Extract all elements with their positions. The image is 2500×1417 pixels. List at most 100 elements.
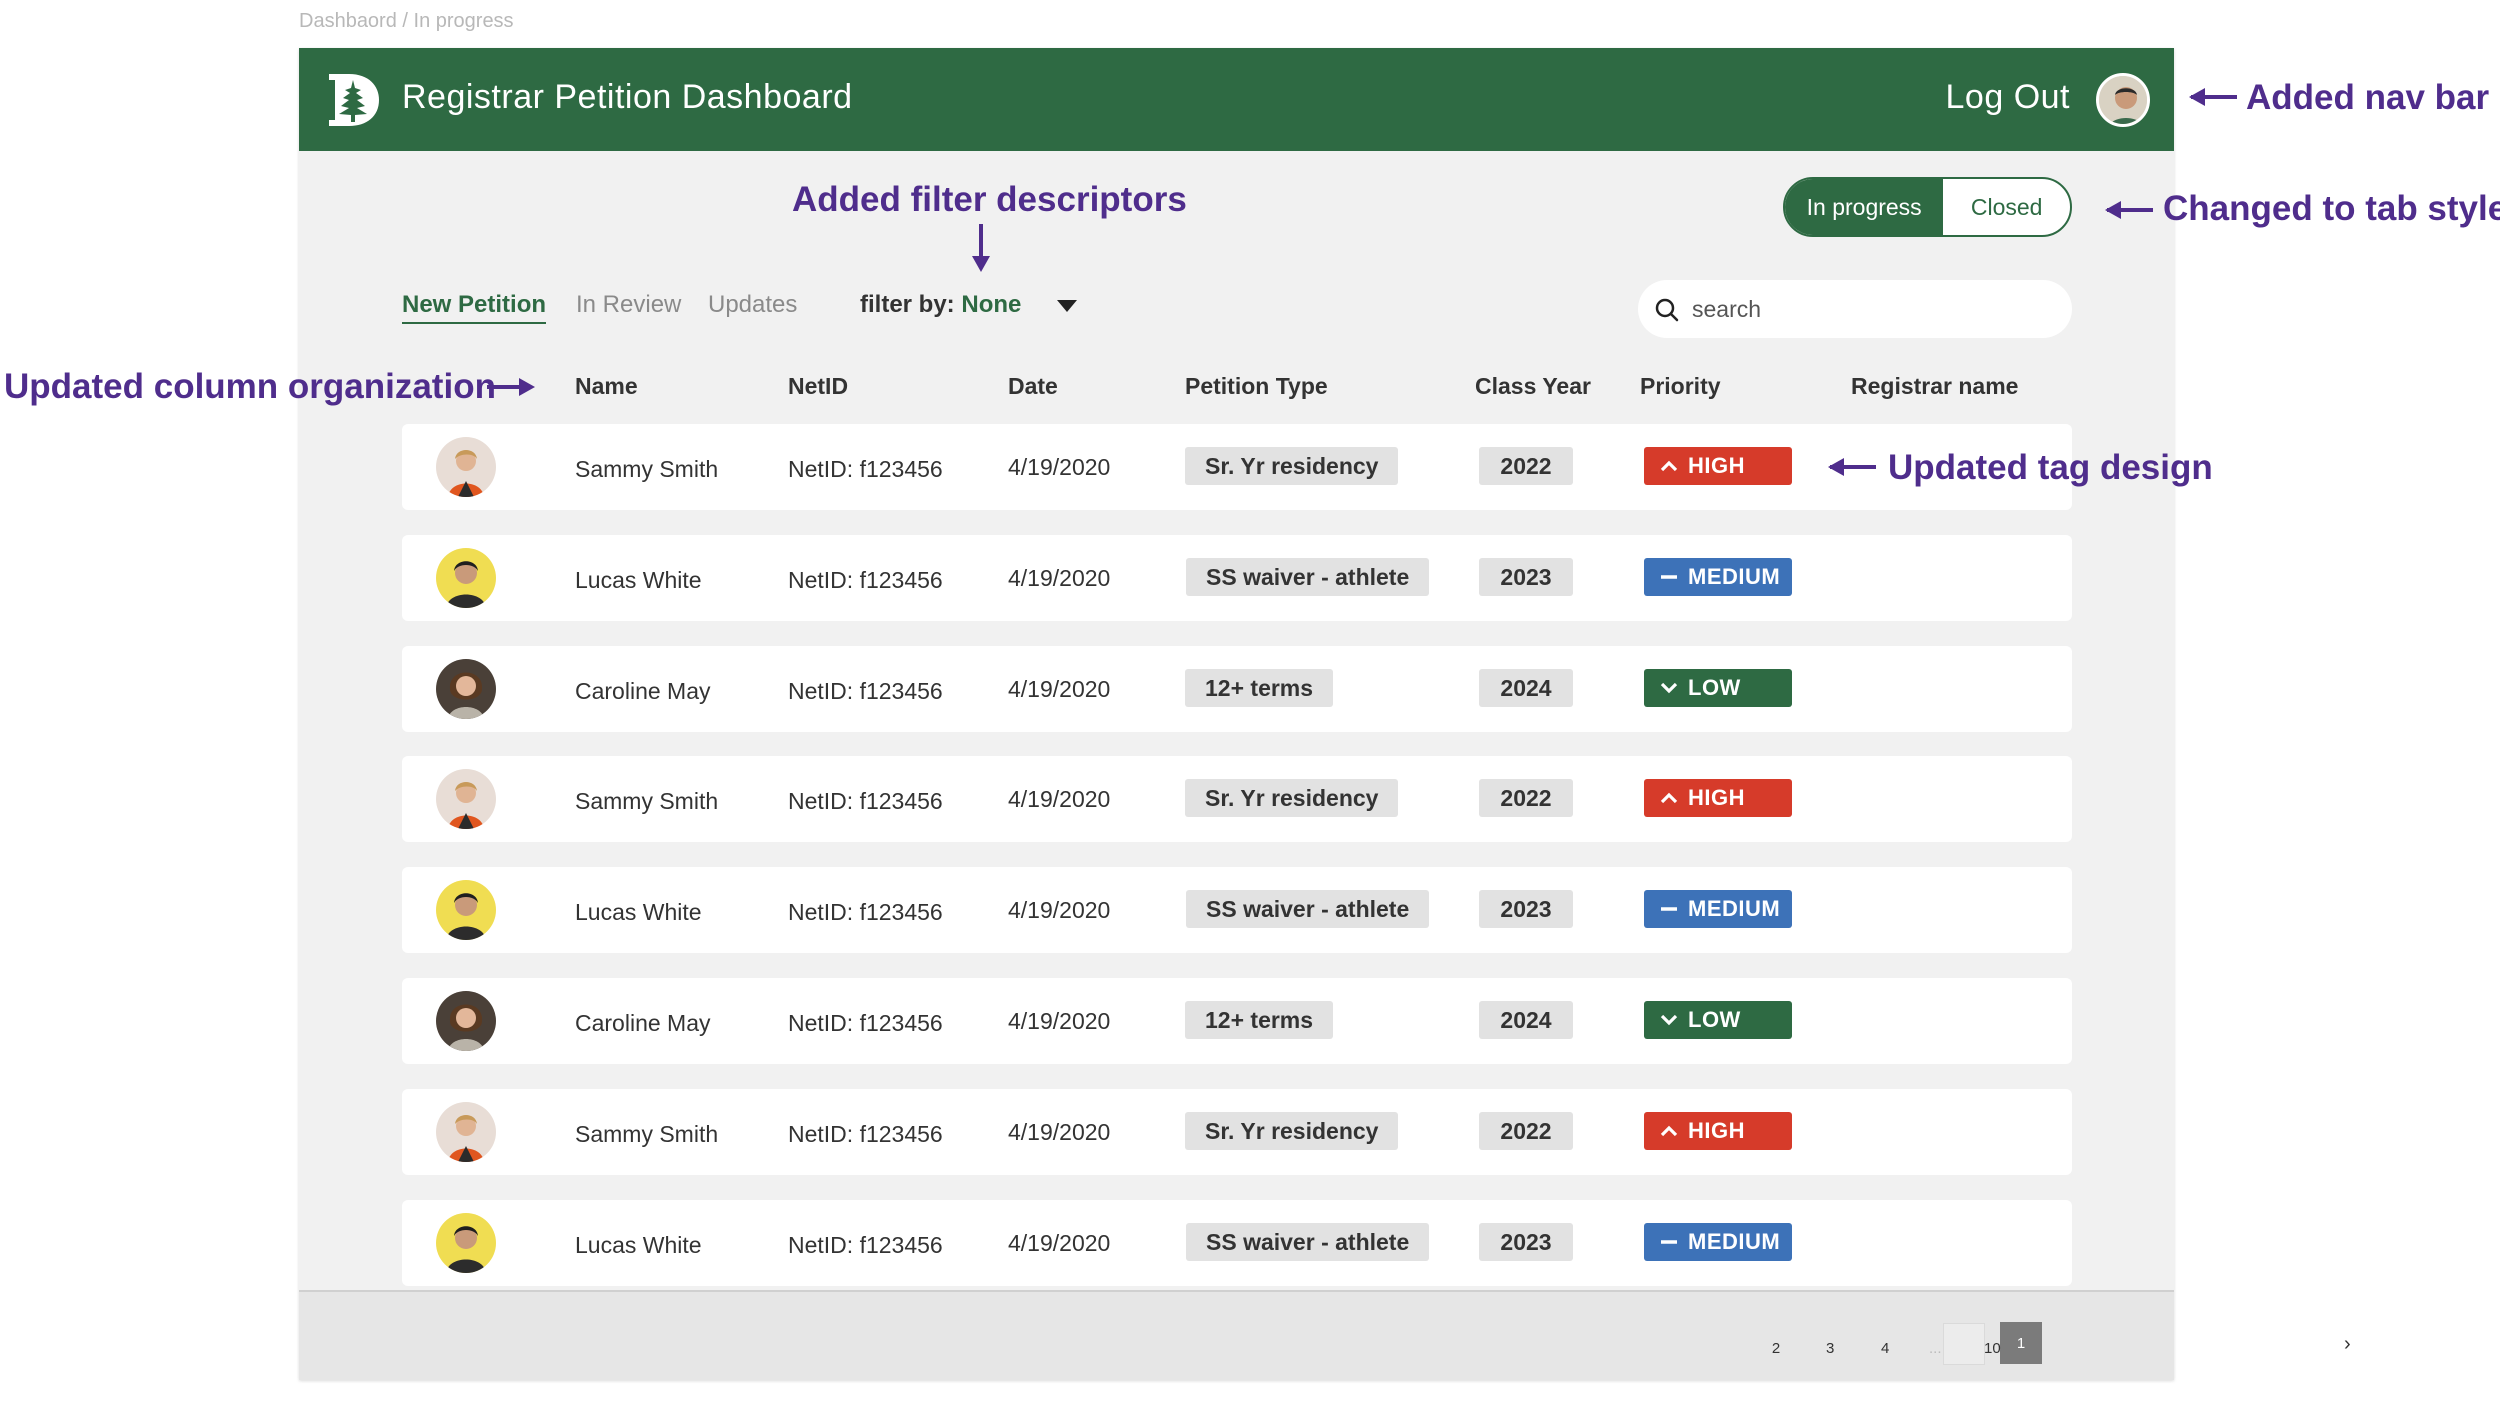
avatar [436,880,496,940]
table-row[interactable]: Sammy Smith NetID: f123456 4/19/2020 Sr.… [402,756,2072,842]
priority-label: LOW [1688,675,1741,700]
arrow-right-icon [487,378,535,396]
annotation-column-organization: Updated column organization [4,367,496,406]
chevron-up-icon [1660,1125,1678,1137]
dash-icon [1661,1240,1677,1244]
filter-dropdown[interactable]: filter by: None [860,291,1021,319]
table-row[interactable]: Lucas White NetID: f123456 4/19/2020 SS … [402,535,2072,621]
priority-label: HIGH [1688,1118,1745,1143]
class-year-tag: 2022 [1479,447,1573,485]
class-year-tag: 2024 [1479,1001,1573,1039]
column-header-petition-type[interactable]: Petition Type [1185,373,1328,399]
user-avatar[interactable] [2096,73,2150,127]
column-header-registrar-name[interactable]: Registrar name [1851,373,2019,399]
class-year-tag: 2023 [1479,1223,1573,1261]
arrow-down-icon [972,224,990,272]
column-header-class-year[interactable]: Class Year [1475,373,1591,399]
avatar [436,991,496,1051]
row-netid: NetID: f123456 [788,567,943,593]
row-netid: NetID: f123456 [788,1232,943,1258]
avatar [436,437,496,497]
row-date: 4/19/2020 [1008,676,1111,702]
row-date: 4/19/2020 [1008,786,1111,812]
table-row[interactable]: Caroline May NetID: f123456 4/19/2020 12… [402,978,2072,1064]
row-name: Sammy Smith [575,788,719,814]
row-date: 4/19/2020 [1008,454,1111,480]
tab-new-petition[interactable]: New Petition [402,291,547,324]
tab-closed[interactable]: Closed [1970,193,2043,220]
petition-type-tag: SS waiver - athlete [1186,890,1430,928]
tab-updates[interactable]: Updates [708,291,798,318]
annotation-tag-design: Updated tag design [1888,448,2213,487]
table-row[interactable]: Lucas White NetID: f123456 4/19/2020 SS … [402,867,2072,953]
class-year-tag: 2024 [1479,669,1573,707]
avatar [436,548,496,608]
table-row[interactable]: Sammy Smith NetID: f123456 4/19/2020 Sr.… [402,424,2072,510]
column-header-priority[interactable]: Priority [1640,373,1721,399]
row-name: Lucas White [575,899,702,925]
tab-in-review[interactable]: In Review [576,291,682,318]
chevron-down-icon [1660,1014,1678,1026]
table-row[interactable]: Sammy Smith NetID: f123456 4/19/2020 Sr.… [402,1089,2072,1175]
app-title: Registrar Petition Dashboard [402,78,853,116]
pagination-page[interactable]: 2 [1771,1340,1781,1357]
row-date: 4/19/2020 [1008,897,1111,923]
arrow-left-icon [1828,458,1876,476]
pagination-current-page[interactable]: 1 [2000,1322,2042,1364]
column-header-netid[interactable]: NetID [788,373,849,399]
priority-tag: HIGH [1644,447,1792,485]
pagination-page-last[interactable]: 10 [1984,1340,2001,1357]
priority-tag: MEDIUM [1644,890,1792,928]
column-header-date[interactable]: Date [1008,373,1058,399]
filter-label: filter by: [860,291,955,318]
row-name: Lucas White [575,567,702,593]
column-header-name[interactable]: Name [575,373,638,399]
caret-down-icon[interactable] [1057,300,1077,312]
petition-type-tag: SS waiver - athlete [1186,1223,1430,1261]
dash-icon [1661,575,1677,579]
search-input[interactable] [1692,292,2052,326]
avatar [436,769,496,829]
tab-in-progress[interactable]: In progress [1785,179,1944,235]
chevron-up-icon [1660,792,1678,804]
priority-label: MEDIUM [1688,564,1781,589]
row-date: 4/19/2020 [1008,1119,1111,1145]
row-netid: NetID: f123456 [788,1121,943,1147]
pagination-page[interactable]: 4 [1881,1340,1890,1357]
row-netid: NetID: f123456 [788,678,943,704]
petition-type-tag: Sr. Yr residency [1185,447,1399,485]
pine-tree-logo-icon[interactable] [325,70,381,130]
priority-label: MEDIUM [1688,1229,1781,1254]
row-name: Caroline May [575,678,711,704]
row-netid: NetID: f123456 [788,456,943,482]
priority-tag: MEDIUM [1644,1223,1792,1261]
search-box [1638,280,2072,338]
nav-bar: Registrar Petition Dashboard Log Out [299,48,2174,151]
table-row[interactable]: Lucas White NetID: f123456 4/19/2020 SS … [402,1200,2072,1286]
priority-tag: LOW [1644,1001,1792,1039]
petition-type-tag: 12+ terms [1185,669,1334,707]
annotation-filter-descriptors: Added filter descriptors [792,180,1187,219]
pagination-page[interactable]: 3 [1826,1340,1835,1357]
filter-value: None [961,291,1022,318]
priority-tag: HIGH [1644,779,1792,817]
pagination-prev[interactable] [1943,1323,1985,1365]
table-row[interactable]: Caroline May NetID: f123456 4/19/2020 12… [402,646,2072,732]
chevron-right-icon[interactable]: › [2344,1333,2351,1355]
priority-tag: HIGH [1644,1112,1792,1150]
class-year-tag: 2023 [1479,890,1573,928]
petition-type-tag: Sr. Yr residency [1185,1112,1399,1150]
avatar [436,659,496,719]
row-date: 4/19/2020 [1008,565,1111,591]
arrow-left-icon [2105,201,2153,219]
dashboard-frame: Registrar Petition Dashboard Log Out In … [299,48,2351,1380]
breadcrumb: Dashbaord / In progress [299,10,514,32]
pagination-bar [299,1290,2174,1380]
annotation-nav-bar: Added nav bar [2246,78,2490,117]
priority-label: HIGH [1688,785,1745,810]
annotation-tab-style: Changed to tab style [2163,189,2500,228]
class-year-tag: 2022 [1479,779,1573,817]
logout-link[interactable]: Log Out [1945,78,2070,116]
search-icon [1655,298,1679,322]
priority-tag: LOW [1644,669,1792,707]
